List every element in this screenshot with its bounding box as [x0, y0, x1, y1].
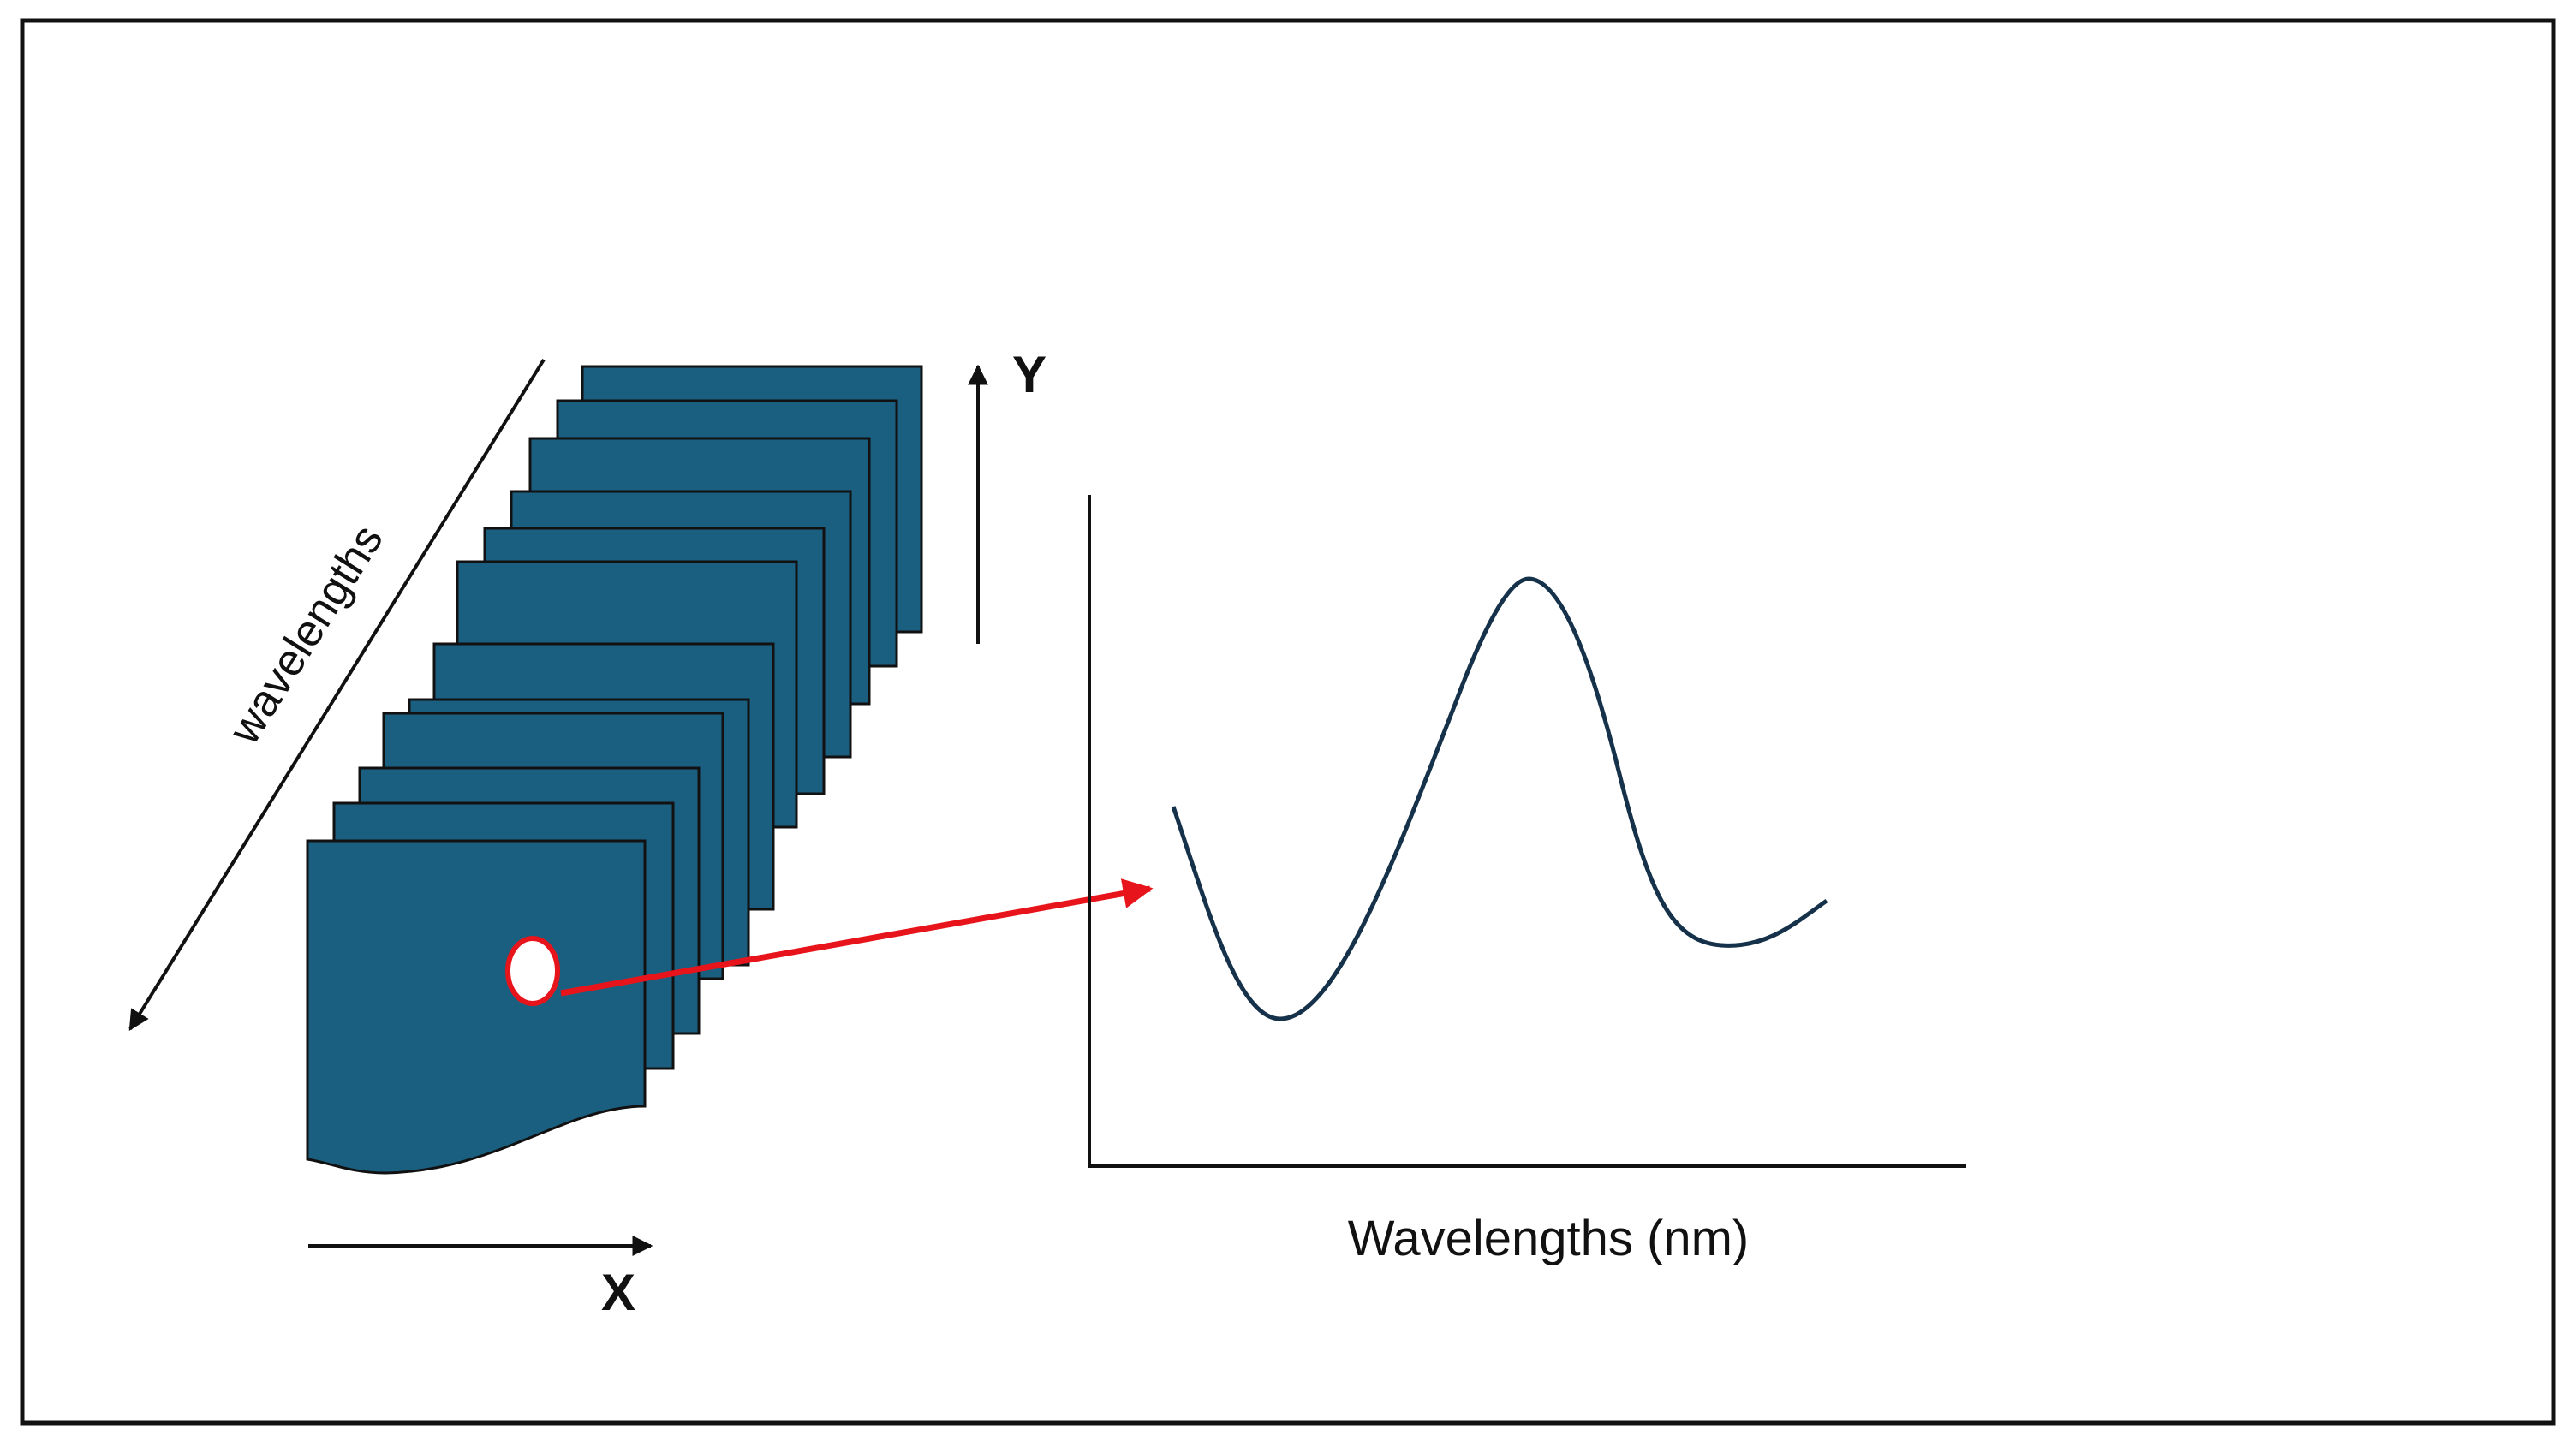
spectrum-plot-axes: [1088, 495, 1966, 1168]
selected-pixel-marker: [505, 936, 560, 1006]
y-axis-label: Y: [1012, 346, 1046, 403]
wavelength-axis-label: wavelengths: [219, 516, 393, 753]
figure-frame: [20, 18, 2556, 1426]
pixel-to-spectrum-arrow: [560, 878, 1154, 997]
spectrum-x-axis-label: Wavelengths (nm): [1348, 1211, 1749, 1266]
front-band-image: [306, 839, 647, 1175]
x-axis-label: X: [601, 1264, 635, 1321]
wavelength-axis-arrow: [128, 358, 546, 1032]
spectrum-curve: [1171, 576, 1828, 1021]
